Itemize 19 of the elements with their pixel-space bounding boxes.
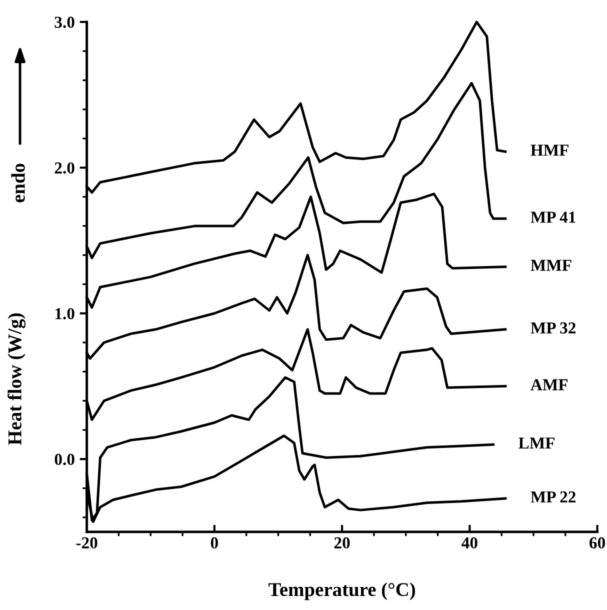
y-tick-label: 0.0 [54,454,74,466]
x-tick-label: 40 [462,537,478,549]
x-tick-label: 0 [210,537,218,549]
series-label: LMF [518,438,555,449]
series-label: MP 32 [530,322,576,334]
series-label: AMF [530,379,568,390]
series-label: MP 41 [530,212,576,223]
series-label: MP 22 [530,491,576,502]
y-tick-label: 2.0 [54,162,74,174]
y-axis-title: Heat flow (W/g) [8,313,26,446]
series-label: MMF [530,260,572,271]
x-axis-title: Temperature (°C) [268,582,416,600]
x-tick-label: -20 [76,537,98,549]
y-tick-label: 3.0 [54,16,74,28]
text: endo [11,164,25,202]
series-label: HMF [530,144,568,156]
y-tick-label: 1.0 [56,308,74,320]
x-tick-label: 60 [590,537,605,549]
x-tick-label: 20 [334,537,350,549]
